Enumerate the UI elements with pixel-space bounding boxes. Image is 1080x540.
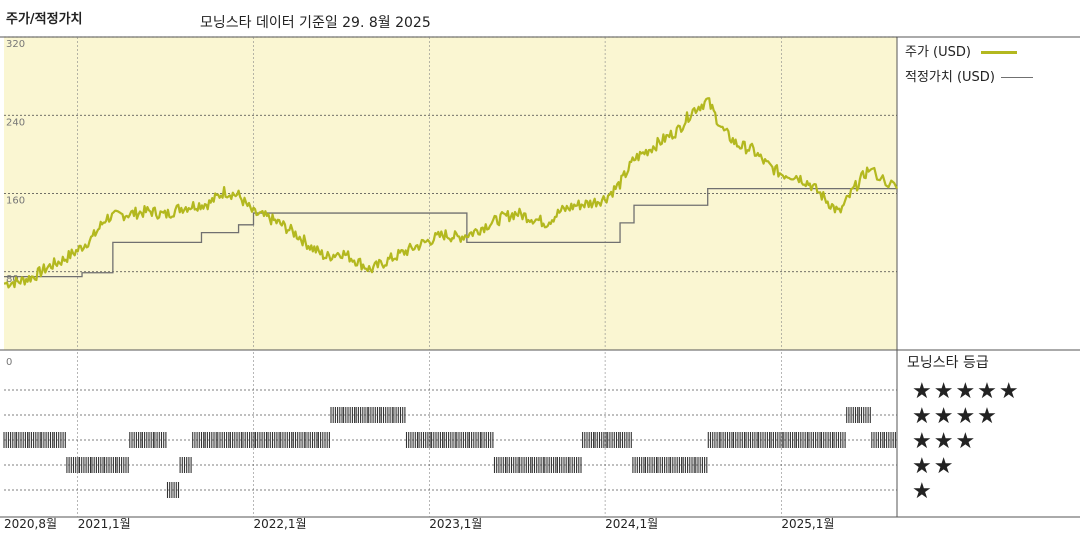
x-tick-label: 2025,1월 bbox=[781, 517, 834, 531]
rating-bar bbox=[493, 457, 507, 473]
rating-bar bbox=[166, 482, 180, 498]
rating-bar bbox=[871, 432, 884, 448]
y-tick-label: 160 bbox=[6, 196, 25, 207]
rating-bar bbox=[418, 432, 431, 448]
rating-bar bbox=[393, 407, 406, 423]
rating-bar bbox=[368, 407, 381, 423]
rating-bar bbox=[594, 432, 607, 448]
legend-fair-swatch bbox=[1001, 77, 1034, 78]
rating-5-stars: ★★★★★ bbox=[912, 379, 1021, 404]
rating-bar bbox=[745, 432, 758, 448]
rating-bar bbox=[481, 432, 494, 448]
rating-bar bbox=[883, 432, 896, 448]
legend-price: 주가 (USD) bbox=[905, 41, 1018, 60]
rating-bar bbox=[783, 432, 796, 448]
rating-bar bbox=[607, 432, 620, 448]
legend-price-swatch bbox=[981, 51, 1018, 54]
rating-bar bbox=[506, 457, 519, 473]
x-tick-label: 2023,1월 bbox=[429, 517, 482, 531]
rating-y-tick-label: 0 bbox=[6, 357, 12, 368]
rating-bar bbox=[154, 432, 167, 448]
rating-bar bbox=[468, 432, 481, 448]
rating-bar bbox=[292, 432, 305, 448]
rating-bar bbox=[720, 432, 733, 448]
rating-bar bbox=[217, 432, 230, 448]
rating-4-stars: ★★★★ bbox=[912, 404, 999, 429]
rating-bar bbox=[556, 457, 569, 473]
rating-bar bbox=[3, 432, 16, 448]
rating-bar bbox=[732, 432, 746, 448]
data-date-subtitle: 모닝스타 데이터 기준일 29. 8월 2025 bbox=[200, 15, 431, 31]
y-tick-label: 80 bbox=[6, 274, 19, 285]
rating-bar bbox=[657, 457, 670, 473]
rating-bar bbox=[267, 432, 280, 448]
rating-bar bbox=[129, 432, 142, 448]
legend-fair-label: 적정가치 (USD) bbox=[905, 70, 995, 85]
price-line bbox=[3, 97, 898, 289]
rating-bar bbox=[582, 432, 595, 448]
rating-bar bbox=[670, 457, 683, 473]
rating-bar bbox=[141, 432, 154, 448]
rating-bar bbox=[858, 407, 871, 423]
rating-bar bbox=[343, 407, 356, 423]
rating-1-star: ★ bbox=[912, 479, 934, 504]
rating-3-stars: ★★★ bbox=[912, 429, 978, 454]
rating-bar bbox=[355, 407, 368, 423]
rating-bar bbox=[242, 432, 255, 448]
rating-2-stars: ★★ bbox=[912, 454, 956, 479]
rating-bar bbox=[456, 432, 469, 448]
rating-bar bbox=[16, 432, 29, 448]
rating-bar bbox=[229, 432, 242, 448]
rating-bar bbox=[330, 407, 343, 423]
rating-bar bbox=[443, 432, 456, 448]
rating-bar bbox=[280, 432, 293, 448]
rating-bar bbox=[405, 432, 419, 448]
x-tick-label: 2020,8월 bbox=[4, 517, 57, 531]
rating-bar bbox=[53, 432, 66, 448]
rating-bar bbox=[305, 432, 318, 448]
rating-bar bbox=[632, 457, 645, 473]
rating-bar bbox=[192, 432, 205, 448]
x-tick-label: 2022,1월 bbox=[254, 517, 307, 531]
rating-bar bbox=[770, 432, 783, 448]
rating-bar bbox=[644, 457, 658, 473]
rating-bar bbox=[116, 457, 129, 473]
y-tick-label: 320 bbox=[6, 39, 25, 50]
rating-bar bbox=[695, 457, 708, 473]
rating-bar bbox=[795, 432, 808, 448]
rating-bar bbox=[544, 457, 557, 473]
rating-bar bbox=[820, 432, 834, 448]
chart-title: 주가/적정가치 bbox=[6, 12, 83, 27]
rating-bar bbox=[179, 457, 192, 473]
rating-bar bbox=[204, 432, 217, 448]
rating-bar bbox=[682, 457, 695, 473]
rating-bar bbox=[66, 457, 79, 473]
rating-bar bbox=[380, 407, 393, 423]
legend-fair-value: 적정가치 (USD) bbox=[905, 66, 1034, 85]
rating-bar bbox=[317, 432, 330, 448]
y-tick-label: 240 bbox=[6, 117, 25, 128]
rating-bar bbox=[707, 432, 720, 448]
rating-bar bbox=[619, 432, 632, 448]
fair-value-line bbox=[4, 187, 898, 278]
rating-bar bbox=[846, 407, 859, 423]
legend-price-label: 주가 (USD) bbox=[905, 45, 971, 60]
rating-bar bbox=[104, 457, 117, 473]
rating-bar bbox=[519, 457, 532, 473]
rating-bar bbox=[808, 432, 821, 448]
rating-bar bbox=[758, 432, 771, 448]
rating-bar bbox=[569, 457, 582, 473]
rating-bar bbox=[41, 432, 54, 448]
x-tick-label: 2024,1월 bbox=[605, 517, 658, 531]
rating-bar bbox=[28, 432, 41, 448]
rating-bar bbox=[91, 457, 104, 473]
rating-bar bbox=[78, 457, 92, 473]
rating-title: 모닝스타 등급 bbox=[907, 355, 989, 371]
rating-bar bbox=[431, 432, 444, 448]
x-tick-label: 2021,1월 bbox=[78, 517, 131, 531]
rating-bar bbox=[531, 457, 544, 473]
rating-bar bbox=[254, 432, 268, 448]
rating-bar bbox=[833, 432, 846, 448]
